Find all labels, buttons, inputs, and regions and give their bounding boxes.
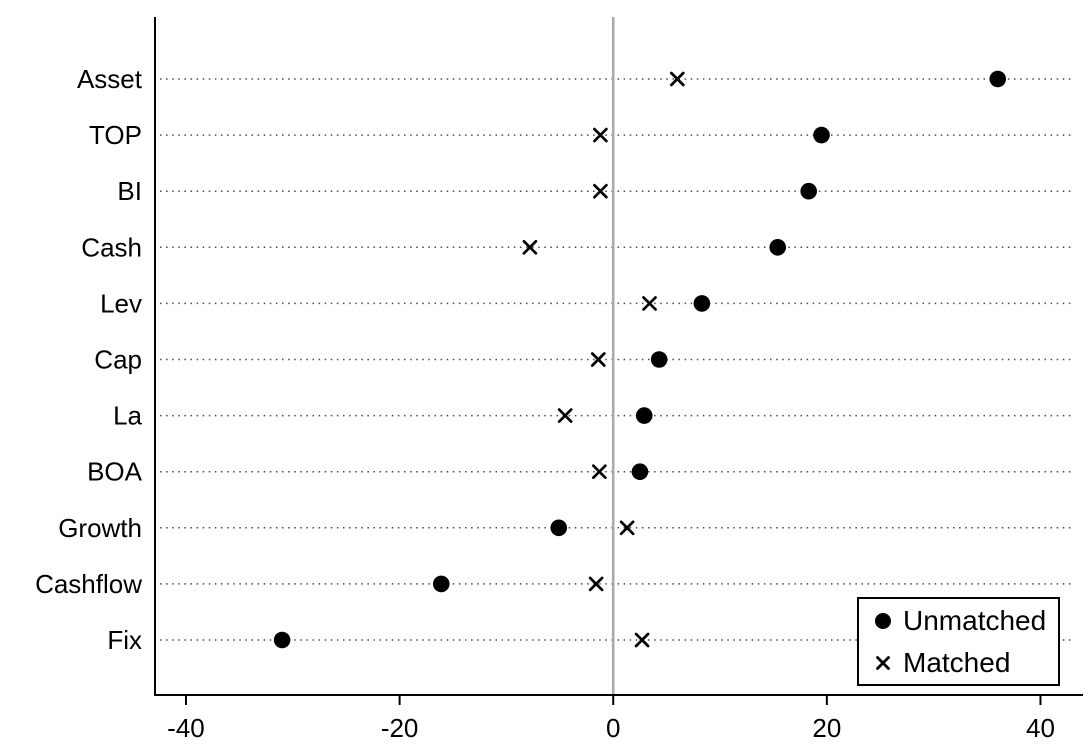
category-label: La [113,401,142,431]
unmatched-marker [989,70,1007,88]
matched-marker [591,464,607,480]
unmatched-marker [650,351,668,368]
matched-marker [669,71,685,87]
category-label: Cashflow [35,569,142,599]
unmatched-marker [273,631,291,649]
x-marker-icon [869,652,897,674]
x-tick-label: -40 [167,713,205,743]
category-label: BI [117,176,142,206]
category-label: Cash [81,232,142,262]
legend-item-unmatched: Unmatched [859,600,1058,642]
matched-marker [642,296,657,311]
category-label: Asset [77,64,143,94]
category-label: Cap [94,345,142,375]
unmatched-marker [631,463,649,481]
category-label: Lev [100,288,142,318]
unmatched-marker [800,182,817,200]
legend-item-matched: Matched [859,642,1058,684]
unmatched-marker [550,519,568,537]
legend-label-matched: Matched [903,646,1011,678]
x-tick-label: -20 [381,713,419,743]
category-label: BOA [87,457,143,487]
legend: Unmatched Matched [857,597,1060,686]
unmatched-marker [769,239,787,256]
matched-marker [619,520,635,536]
matched-marker [634,632,650,648]
x-tick-label: 0 [606,713,620,743]
x-tick-label: 40 [1026,713,1055,743]
matched-marker [557,408,573,423]
unmatched-marker [693,295,711,312]
category-label: Fix [107,625,142,655]
matched-marker [588,576,604,592]
category-label: TOP [89,120,142,150]
unmatched-marker [813,126,830,144]
unmatched-marker [432,575,450,593]
matched-marker [590,352,606,367]
filled-circle-icon [869,610,897,632]
x-tick-label: 20 [812,713,841,743]
matched-marker [593,127,608,143]
matched-marker [522,239,538,255]
category-label: Growth [58,513,142,543]
legend-label-unmatched: Unmatched [903,604,1047,636]
matched-marker [593,183,608,199]
unmatched-marker [635,407,653,424]
